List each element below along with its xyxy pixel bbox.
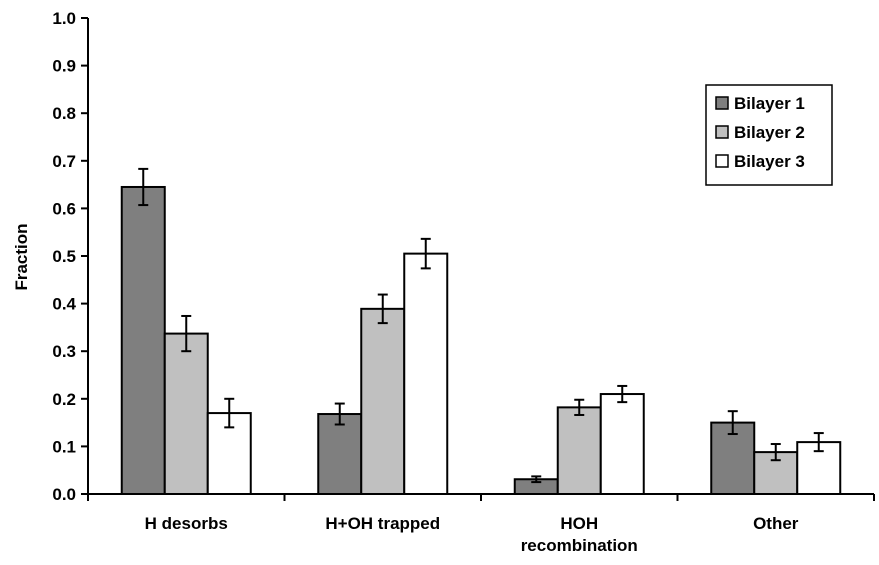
x-tick-label: HOH — [560, 514, 598, 533]
y-tick-label: 0.7 — [52, 152, 76, 171]
legend-swatch — [715, 96, 729, 110]
y-tick-label: 0.3 — [52, 342, 76, 361]
legend-swatch — [715, 154, 729, 168]
bar — [556, 406, 602, 496]
x-tick-label: H desorbs — [145, 514, 228, 533]
y-axis-title: Fraction — [12, 223, 31, 290]
y-tick-label: 0.8 — [52, 104, 76, 123]
plot-area: 0.0 0.1 0.2 0.3 0.4 0.5 0.6 0.7 0.8 0.9 1.0 H desor… — [52, 9, 875, 555]
legend-label: Bilayer 3 — [734, 152, 805, 171]
y-tick-label: 0.5 — [52, 247, 76, 266]
x-tick-label: recombination — [521, 536, 638, 555]
y-tick-label: 1.0 — [52, 9, 76, 28]
legend: Bilayer 1 Bilayer 2 Bilayer 3 — [705, 84, 833, 186]
bar — [599, 393, 645, 496]
bar — [360, 307, 406, 495]
y-tick-label: 0.1 — [52, 437, 76, 456]
x-tick-label: Other — [753, 514, 799, 533]
y-tick-label: 0.9 — [52, 57, 76, 76]
legend-swatch — [715, 125, 729, 139]
bar — [163, 332, 209, 496]
legend-label: Bilayer 1 — [734, 94, 805, 113]
bar — [317, 413, 363, 496]
bar — [403, 252, 449, 495]
y-tick-label: 0.6 — [52, 199, 76, 218]
legend-label: Bilayer 2 — [734, 123, 805, 142]
y-tick-label: 0.0 — [52, 485, 76, 504]
bar — [120, 185, 166, 495]
x-tick-label: H+OH trapped — [325, 514, 440, 533]
y-tick-label: 0.2 — [52, 390, 76, 409]
y-tick-label: 0.4 — [52, 295, 76, 314]
